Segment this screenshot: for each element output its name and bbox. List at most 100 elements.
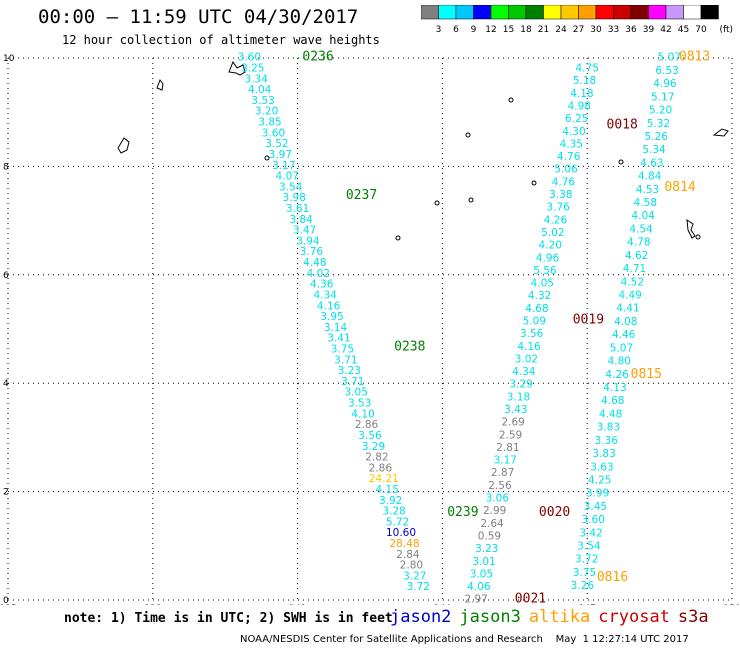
wave-height-value: 5.18 <box>573 75 596 87</box>
wave-height-value: 5.32 <box>647 118 670 130</box>
wave-height-value: 3.29 <box>509 379 532 391</box>
color-scale-label: 39 <box>643 25 655 35</box>
wave-height-value: 3.45 <box>584 501 607 513</box>
island <box>395 235 401 241</box>
wave-height-value: 3.56 <box>358 430 382 442</box>
y-tick-label: 2 <box>3 488 9 498</box>
wave-height-value: 4.32 <box>528 290 551 302</box>
wave-height-value: 3.98 <box>282 192 305 204</box>
wave-height-value: 3.36 <box>595 435 619 447</box>
wave-height-value: 4.05 <box>531 278 554 290</box>
wave-height-value: 4.04 <box>248 84 272 96</box>
pass-time-label: 0815 <box>631 367 662 382</box>
legend-s3a: s3a <box>677 607 709 627</box>
wave-height-value: 3.75 <box>331 343 354 355</box>
wave-height-value: 28.48 <box>389 538 419 550</box>
wave-height-value: 3.14 <box>324 322 348 334</box>
wave-height-value: 4.26 <box>544 214 568 226</box>
legend-jason3: jason3 <box>459 607 521 627</box>
wave-height-value: 4.58 <box>634 197 657 209</box>
wave-height-value: 4.48 <box>303 257 326 269</box>
wave-height-value: 3.83 <box>597 422 620 434</box>
wave-height-value: 2.69 <box>501 417 524 429</box>
wave-height-value: 4.30 <box>562 126 585 138</box>
color-scale-label: 9 <box>471 25 477 35</box>
wave-height-value: 4.06 <box>467 581 491 593</box>
color-scale-label: 12 <box>485 25 496 35</box>
wave-height-value: 3.56 <box>520 328 544 340</box>
color-scale-label: 15 <box>503 25 514 35</box>
wave-height-value: 3.71 <box>334 354 357 366</box>
wave-height-value: 4.84 <box>638 171 662 183</box>
wave-height-value: 3.53 <box>348 398 371 410</box>
wave-height-value: 5.56 <box>533 265 557 277</box>
legend-cryosat: cryosat <box>598 607 670 627</box>
y-tick-label: 10 <box>3 54 15 64</box>
y-tick-label: 0 <box>3 596 9 605</box>
wave-height-value: 5.34 <box>642 144 666 156</box>
wave-height-value: 4.34 <box>512 366 536 378</box>
wave-height-value: 3.94 <box>296 235 320 247</box>
wave-height-value: 3.05 <box>470 568 493 580</box>
wave-height-value: 3.63 <box>590 461 613 473</box>
wave-height-value: 4.80 <box>608 356 631 368</box>
wave-height-value: 3.92 <box>379 495 402 507</box>
wave-height-value: 5.20 <box>649 105 672 117</box>
wave-height-value: 4.96 <box>536 252 560 264</box>
wave-height-value: 4.46 <box>612 329 636 341</box>
color-scale-label: 45 <box>678 25 689 35</box>
wave-height-value: 3.42 <box>579 527 602 539</box>
island <box>531 180 537 186</box>
footer-credit: NOAA/NESDIS Center for Satellite Applica… <box>240 634 689 645</box>
wave-height-map[interactable]: 13513814114414715002468103.603.253.344.0… <box>0 0 740 605</box>
wave-height-value: 4.08 <box>614 316 637 328</box>
wave-height-value: 4.16 <box>317 300 341 312</box>
wave-height-value: 3.95 <box>320 311 343 323</box>
wave-height-value: 4.71 <box>623 263 646 275</box>
wave-height-value: 3.85 <box>258 117 281 129</box>
wave-height-value: 4.02 <box>307 268 330 280</box>
wave-height-value: 2.86 <box>355 419 379 431</box>
wave-height-value: 3.27 <box>403 570 426 582</box>
wave-height-value: 5.02 <box>541 227 564 239</box>
x-tick-label: 141 <box>289 604 306 605</box>
color-scale-label: 3 <box>436 25 442 35</box>
wave-height-value: 3.06 <box>486 493 510 505</box>
wave-height-value: 3.84 <box>289 214 313 226</box>
wave-height-value: 3.05 <box>345 387 368 399</box>
wave-height-value: 2.84 <box>396 549 420 561</box>
wave-height-value: 4.16 <box>517 341 541 353</box>
pass-time-label: 0814 <box>664 180 695 195</box>
coastline <box>156 78 164 91</box>
wave-height-value: 3.29 <box>362 441 385 453</box>
wave-height-value: 2.87 <box>491 467 514 479</box>
wave-height-value: 3.17 <box>494 455 517 467</box>
wave-height-value: 4.48 <box>599 408 622 420</box>
wave-height-value: 3.60 <box>238 52 261 64</box>
wave-height-value: 3.54 <box>279 181 303 193</box>
pass-time-label: 0021 <box>515 592 546 605</box>
wave-height-value: 3.25 <box>241 63 264 75</box>
wave-height-value: 3.60 <box>582 514 605 526</box>
wave-height-value: 5.17 <box>651 91 674 103</box>
wave-height-value: 4.98 <box>568 100 591 112</box>
wave-height-value: 10.60 <box>386 527 416 539</box>
color-scale-label: 18 <box>520 25 532 35</box>
pass-time-label: 0020 <box>539 505 570 520</box>
coastline <box>117 137 130 154</box>
wave-height-value: 3.72 <box>407 581 430 593</box>
wave-height-value: 4.62 <box>625 250 648 262</box>
wave-height-value: 3.38 <box>549 189 572 201</box>
wave-height-value: 3.17 <box>272 160 295 172</box>
wave-height-value: 2.56 <box>488 480 512 492</box>
color-scale-label: 33 <box>608 25 619 35</box>
wave-height-value: 4.26 <box>605 369 629 381</box>
x-tick-label: 135 <box>0 604 17 605</box>
wave-height-value: 4.13 <box>603 382 626 394</box>
island <box>468 197 474 203</box>
color-scale: 3 6 9 12 15 18 21 24 27 30 33 36 39 42 45 70 (ft) <box>421 5 733 35</box>
pass-time-label: 0019 <box>573 313 604 328</box>
color-scale-label: 27 <box>573 25 584 35</box>
wave-height-value: 4.54 <box>629 223 653 235</box>
wave-height-value: 3.20 <box>255 106 278 118</box>
